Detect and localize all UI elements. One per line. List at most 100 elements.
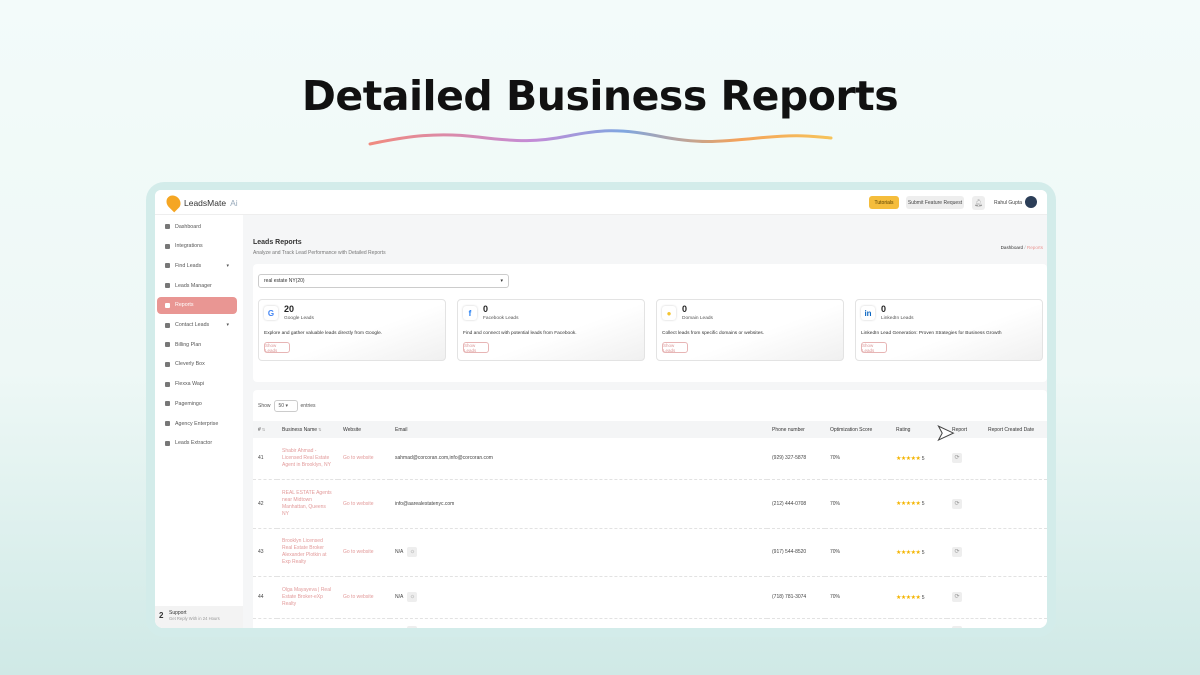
show-leads-button[interactable]: Show Leads	[861, 342, 887, 353]
refresh-report-icon[interactable]: ⟳	[952, 498, 962, 509]
support-title: Support	[169, 610, 187, 616]
sidebar-item-label: Cleverly Box	[175, 361, 205, 368]
business-name[interactable]: Shabir Ahmad - Licensed Real Estate Agen…	[277, 438, 338, 480]
bell-icon[interactable]: 🔔︎	[972, 196, 985, 210]
dashboard-icon	[165, 224, 170, 229]
google-icon: G	[264, 306, 278, 320]
feature-request-button[interactable]: Submit Feature Request	[906, 196, 964, 209]
sort-icon[interactable]: ⇅	[317, 426, 322, 432]
business-name[interactable]: Olga Mayayeva | Real Estate Broker-eXp R…	[277, 576, 338, 619]
column-header[interactable]: Business Name ⇅	[277, 421, 338, 438]
show-leads-button[interactable]: Show Leads	[662, 342, 688, 353]
card-label: Domain Leads	[682, 316, 713, 321]
table-row: 45 Moda Realty Go to website N/A☼ (718) …	[253, 618, 1047, 628]
report-cell: ⟳	[947, 618, 983, 628]
rating: ★★★★★ 5	[891, 479, 947, 529]
support-icon: 2	[159, 611, 164, 620]
sidebar-item-find-leads[interactable]: Find Leads ▾	[157, 257, 237, 274]
report-created-date	[983, 438, 1047, 480]
send-icon	[165, 322, 170, 328]
sort-icon[interactable]: ⇅	[260, 426, 266, 432]
filter-panel: real estate NY(20) ▾ G 20 Google Leads Explo…	[253, 264, 1047, 382]
avatar[interactable]	[1025, 196, 1037, 208]
lightbulb-icon[interactable]: ☼	[407, 592, 418, 602]
lead-count: 0	[682, 304, 688, 314]
lead-count: 0	[483, 304, 489, 314]
user-name[interactable]: Rahul Gupta	[993, 199, 1023, 206]
row-number: 45	[253, 618, 277, 628]
website-link[interactable]: Go to website	[338, 438, 390, 480]
website-link[interactable]: Go to website	[338, 618, 390, 628]
show-leads-button[interactable]: Show Leads	[264, 342, 290, 353]
top-bar: LeadsMate Ai Tutorials Submit Feature Req…	[155, 190, 1047, 215]
logo-icon	[163, 192, 184, 213]
sidebar-item-agency-enterprise[interactable]: Agency Enterprise	[157, 415, 237, 432]
column-header: Website	[338, 421, 390, 438]
tutorials-button[interactable]: Tutorials	[869, 196, 899, 209]
show-leads-button[interactable]: Show Leads	[463, 342, 489, 353]
rating-value: 5	[921, 455, 925, 462]
website-link[interactable]: Go to website	[338, 528, 390, 577]
refresh-report-icon[interactable]: ⟳	[952, 592, 962, 602]
lead-card-facebook-leads: f 0 Facebook Leads Find and connect with po…	[457, 299, 645, 361]
breadcrumb-home[interactable]: Dashboard	[1000, 245, 1024, 250]
lightbulb-icon[interactable]: ☼	[407, 547, 418, 557]
sidebar-item-leads-extractor[interactable]: Leads Extractor	[157, 435, 237, 452]
refresh-report-icon[interactable]: ⟳	[952, 626, 962, 628]
website-link[interactable]: Go to website	[338, 576, 390, 619]
sidebar-item-dashboard[interactable]: Dashboard	[157, 218, 237, 235]
report-created-date	[983, 479, 1047, 529]
card-label: LinkedIn Leads	[881, 316, 914, 321]
column-header[interactable]: # ⇅	[253, 421, 277, 438]
phone: (718) 412-0000	[767, 618, 825, 628]
file-icon	[165, 302, 170, 308]
business-name[interactable]: Moda Realty	[277, 618, 338, 628]
sidebar-item-label: Integrations	[175, 243, 203, 250]
search-filter-select[interactable]: real estate NY(20) ▾	[258, 274, 509, 288]
support-box[interactable]: 2 Support Get Reply With in 24 Hours	[155, 606, 243, 628]
show-label: Show	[258, 403, 271, 409]
support-subtitle: Get Reply With in 24 Hours	[169, 616, 220, 621]
column-header: Rating	[891, 421, 947, 438]
breadcrumb-current: Reports	[1026, 245, 1043, 250]
reports-table: # ⇅ Business Name ⇅ Website Email Phone numb…	[253, 421, 1047, 628]
sidebar-item-contact-leads[interactable]: Contact Leads ▾	[157, 317, 237, 334]
sidebar-item-label: Pagemingo	[175, 400, 202, 407]
refresh-report-icon[interactable]: ⟳	[952, 547, 962, 557]
chevron-down-icon: ▾	[500, 278, 503, 284]
table-row: 41 Shabir Ahmad - Licensed Real Estate A…	[253, 438, 1047, 480]
app-suffix: Ai	[230, 197, 238, 208]
sidebar-item-leads-manager[interactable]: Leads Manager	[157, 277, 237, 294]
column-label: Email	[395, 426, 408, 433]
row-number: 42	[253, 479, 277, 529]
sidebar-item-pagemingo[interactable]: Pagemingo	[157, 395, 237, 412]
sidebar-item-billing-plan[interactable]: Billing Plan	[157, 336, 237, 353]
refresh-report-icon[interactable]: ⟳	[952, 453, 962, 464]
lead-count: 0	[881, 304, 887, 314]
sidebar-item-integrations[interactable]: Integrations	[157, 238, 237, 255]
sidebar-item-reports[interactable]: Reports	[157, 296, 237, 314]
entries-value: 50	[278, 403, 285, 409]
entries-select[interactable]: 50 ▾	[273, 400, 298, 412]
logo[interactable]: LeadsMate Ai	[163, 192, 238, 213]
report-cell: ⟳	[947, 438, 983, 480]
business-name[interactable]: REAL ESTATE Agents near Midtown Manhatta…	[277, 479, 338, 529]
page-subtitle: Analyze and Track Lead Performance with …	[253, 250, 386, 256]
column-header: Report Created Date	[983, 421, 1047, 438]
decorative-wave	[368, 129, 833, 146]
business-name[interactable]: Brooklyn Licensed Real Estate Broker Ale…	[277, 528, 338, 577]
website-link[interactable]: Go to website	[338, 479, 390, 529]
whatsapp-icon	[165, 381, 170, 387]
sidebar-item-flexxa-wapi[interactable]: Flexxa Wapi	[157, 376, 237, 393]
row-number: 44	[253, 576, 277, 619]
email-cell: sahmad@corcoran.com,info@corcoran.com	[390, 438, 767, 480]
entries-label: entries	[300, 403, 316, 409]
sidebar-item-cleverly-box[interactable]: Cleverly Box	[157, 356, 237, 373]
rating-value: 5	[921, 549, 925, 556]
email-cell: N/A☼	[390, 576, 767, 619]
app-name: LeadsMate	[184, 197, 227, 208]
chevron-down-icon: ▾	[226, 322, 229, 328]
lightbulb-icon[interactable]: ☼	[407, 626, 418, 628]
star-rating-icon: ★★★★★	[896, 501, 921, 507]
column-header: Email	[390, 421, 767, 438]
